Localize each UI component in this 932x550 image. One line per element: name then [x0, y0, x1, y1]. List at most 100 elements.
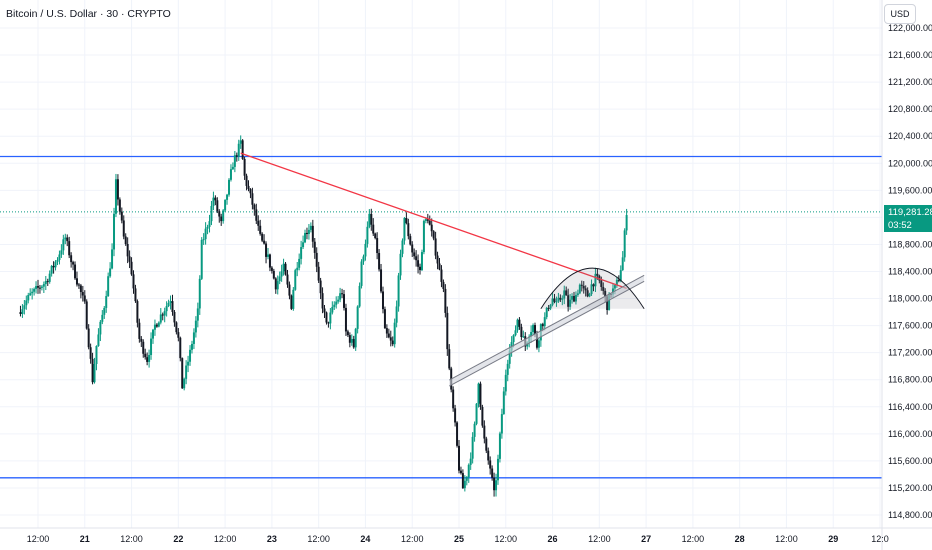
- candle-up: [210, 200, 213, 226]
- candle-body: [171, 301, 174, 312]
- candle-body: [442, 281, 445, 289]
- candle-body: [274, 278, 277, 290]
- candle-body: [430, 224, 433, 232]
- candle-up: [198, 275, 201, 315]
- candle-body: [276, 281, 279, 290]
- candle-down: [247, 180, 250, 192]
- candle-body: [346, 331, 349, 336]
- price-tick-label: 120,000.00: [888, 158, 932, 168]
- candle-up: [60, 244, 63, 258]
- candle-body: [401, 240, 404, 254]
- candle-body: [81, 292, 84, 296]
- candle-down: [38, 284, 41, 294]
- candle-down: [265, 241, 268, 264]
- candle-body: [95, 346, 98, 365]
- candle-up: [105, 290, 108, 313]
- candle-up: [109, 262, 112, 278]
- currency-button[interactable]: USD: [884, 4, 916, 24]
- candle-up: [569, 293, 572, 310]
- candle-down: [553, 293, 556, 304]
- candle-body: [350, 338, 353, 343]
- candle-body: [469, 458, 472, 465]
- candle-body: [368, 213, 371, 227]
- candle-down: [436, 251, 439, 270]
- candle-up: [615, 276, 618, 288]
- rounded-top-arc: [540, 267, 645, 309]
- candle-body: [574, 295, 577, 302]
- candle-down: [305, 227, 308, 240]
- time-tick-label: 21: [80, 534, 90, 544]
- candle-body: [163, 311, 166, 316]
- candle-body: [352, 338, 355, 348]
- candle-up: [366, 221, 369, 248]
- candle-down: [452, 386, 455, 412]
- candle-body: [391, 340, 394, 345]
- candle-down: [249, 188, 252, 199]
- candle-body: [140, 338, 143, 342]
- candle-down: [580, 280, 583, 292]
- candle-body: [465, 477, 468, 481]
- candle-body: [268, 254, 271, 268]
- candle-up: [111, 243, 114, 270]
- candle-body: [374, 233, 377, 239]
- candle-up: [233, 150, 236, 173]
- candle-body: [206, 226, 209, 229]
- candle-up: [266, 247, 269, 260]
- candle-body: [130, 261, 133, 275]
- price-axis[interactable]: 122,000.00 121,600.00 121,200.00 120,800.00…: [881, 0, 932, 550]
- candle-down: [120, 207, 123, 224]
- candle-body: [417, 260, 420, 267]
- candle-body: [136, 301, 139, 323]
- candle-body: [473, 423, 476, 437]
- time-axis[interactable]: 12:00 21 12:00 22 12:00 23 12:00 24 12:00 25 12:00…: [0, 527, 932, 544]
- candle-up: [194, 316, 197, 338]
- time-tick-label: 24: [360, 534, 370, 544]
- candle-body: [202, 239, 205, 241]
- candle-up: [335, 296, 338, 309]
- candle-down: [323, 304, 326, 318]
- candle-body: [185, 365, 188, 379]
- candle-up: [563, 285, 566, 305]
- candle-body: [555, 301, 558, 303]
- candle-down: [142, 339, 145, 358]
- candle-up: [163, 307, 166, 323]
- candle-down: [417, 254, 420, 274]
- candle-down: [161, 312, 164, 321]
- drawing-tools[interactable]: [240, 152, 645, 387]
- candle-body: [44, 281, 47, 285]
- candle-up: [561, 295, 564, 306]
- candle-down: [454, 404, 457, 427]
- candle-body: [214, 197, 217, 201]
- candle-up: [206, 224, 209, 235]
- price-tick-label: 114,800.00: [888, 510, 932, 520]
- time-tick-label: 12:00: [682, 534, 705, 544]
- time-tick-label: 12:00: [27, 534, 50, 544]
- candle-body: [463, 480, 466, 489]
- candle-down: [171, 294, 174, 316]
- candle-up: [153, 319, 156, 336]
- candle-body: [438, 263, 441, 270]
- candle-down: [565, 286, 568, 296]
- time-tick-label: 12:00: [775, 534, 798, 544]
- candle-body: [74, 264, 77, 279]
- candle-body: [584, 288, 587, 291]
- candle-body: [399, 253, 402, 276]
- candle-up: [21, 304, 24, 318]
- candle-body: [358, 285, 361, 307]
- candle-body: [348, 335, 351, 343]
- candle-up: [239, 135, 242, 149]
- candle-body: [604, 290, 607, 297]
- time-tick-label: 29: [828, 534, 838, 544]
- candle-body: [491, 468, 494, 478]
- candle-body: [440, 269, 443, 282]
- candle-up: [183, 377, 186, 391]
- candle-body: [565, 290, 568, 296]
- candle-down: [411, 241, 414, 257]
- candle-body: [31, 291, 34, 294]
- candle-up: [226, 193, 229, 205]
- candle-body: [454, 408, 457, 423]
- candle-body: [190, 343, 193, 350]
- candle-down: [311, 219, 314, 248]
- candle-body: [311, 225, 314, 242]
